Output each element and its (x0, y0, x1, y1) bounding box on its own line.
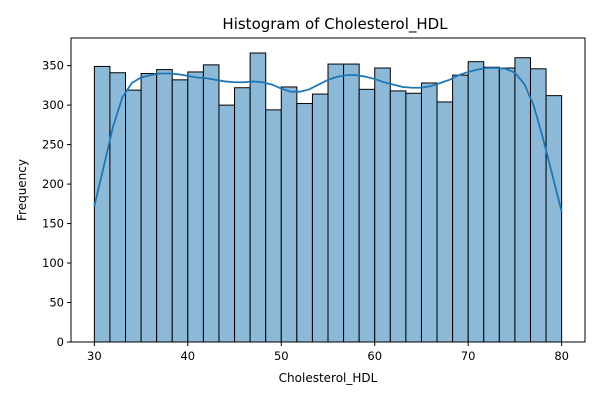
histogram-bar (389, 90, 407, 343)
histogram-bar (311, 93, 329, 343)
histogram-bar (327, 63, 345, 343)
histogram-bar (529, 68, 547, 343)
histogram-bar (171, 79, 189, 343)
histogram-bar (156, 69, 173, 343)
x-axis: 30 40 50 60 70 80 (87, 342, 569, 363)
y-axis: 0 50 100 150 200 250 300 350 (42, 59, 71, 349)
y-tick-label: 150 (42, 217, 64, 231)
histogram-bar (514, 57, 531, 343)
histogram-bar (202, 64, 220, 343)
histogram-bar (249, 52, 267, 343)
y-tick-label: 350 (42, 59, 64, 73)
histogram-bar (420, 82, 438, 343)
histogram-bar (467, 61, 485, 343)
histogram-bar (374, 67, 391, 343)
x-tick-label: 70 (461, 349, 476, 363)
histogram-bar (545, 95, 563, 343)
histogram-bar (358, 88, 376, 343)
histogram-bar (218, 104, 236, 343)
y-axis-label: Frequency (15, 159, 29, 221)
histogram-bar (343, 63, 360, 343)
plot-frame (70, 37, 586, 343)
kde-curve (93, 67, 563, 212)
y-tick-label: 250 (42, 138, 64, 152)
histogram-bar (498, 67, 516, 343)
x-tick-label: 50 (274, 349, 289, 363)
histogram-bar (296, 103, 313, 343)
histogram-bar (265, 109, 282, 343)
histogram-bar (436, 101, 454, 343)
y-tick-label: 200 (42, 177, 64, 191)
histogram-bar (483, 66, 500, 343)
histogram-bar (234, 87, 251, 343)
x-axis-label: Cholesterol_HDL (279, 371, 378, 385)
x-tick-label: 40 (180, 349, 195, 363)
histogram-bar (452, 74, 469, 343)
y-tick-label: 0 (57, 335, 64, 349)
x-tick-label: 30 (87, 349, 102, 363)
bars-group (93, 52, 563, 343)
histogram-bar (125, 89, 142, 343)
chart-title: Histogram of Cholesterol_HDL (222, 15, 448, 34)
x-tick-label: 80 (554, 349, 569, 363)
histogram-bar (187, 71, 204, 343)
y-tick-label: 50 (49, 296, 64, 310)
y-tick-label: 300 (42, 98, 64, 112)
y-tick-label: 100 (42, 256, 64, 270)
x-tick-label: 60 (367, 349, 382, 363)
histogram-bar (93, 65, 111, 343)
histogram-bar (405, 92, 422, 343)
histogram-bar (280, 86, 298, 343)
histogram-bar (140, 73, 158, 343)
